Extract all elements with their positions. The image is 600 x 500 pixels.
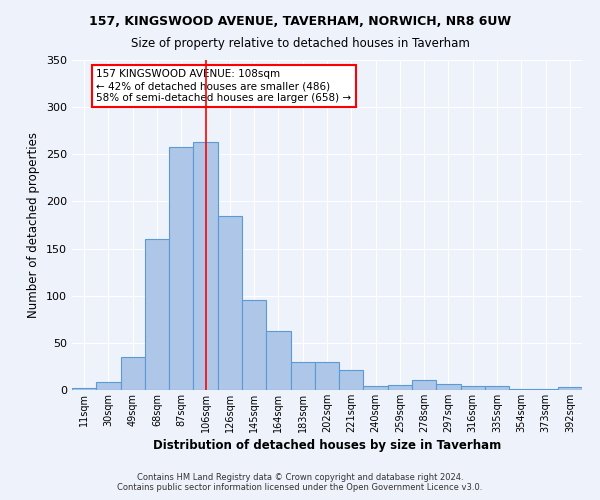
Bar <box>509 389 533 390</box>
Bar <box>533 389 558 390</box>
Bar <box>193 142 218 390</box>
Bar <box>169 146 193 390</box>
Bar <box>145 239 169 390</box>
Bar <box>96 382 121 390</box>
Text: 157 KINGSWOOD AVENUE: 108sqm
← 42% of detached houses are smaller (486)
58% of s: 157 KINGSWOOD AVENUE: 108sqm ← 42% of de… <box>96 70 352 102</box>
Bar <box>364 386 388 390</box>
Text: Size of property relative to detached houses in Taverham: Size of property relative to detached ho… <box>131 38 469 51</box>
Bar <box>266 330 290 390</box>
Text: 157, KINGSWOOD AVENUE, TAVERHAM, NORWICH, NR8 6UW: 157, KINGSWOOD AVENUE, TAVERHAM, NORWICH… <box>89 15 511 28</box>
X-axis label: Distribution of detached houses by size in Taverham: Distribution of detached houses by size … <box>153 439 501 452</box>
Bar <box>290 362 315 390</box>
Bar <box>436 384 461 390</box>
Y-axis label: Number of detached properties: Number of detached properties <box>28 132 40 318</box>
Text: Contains HM Land Registry data © Crown copyright and database right 2024.
Contai: Contains HM Land Registry data © Crown c… <box>118 473 482 492</box>
Bar <box>558 387 582 390</box>
Bar <box>461 386 485 390</box>
Bar <box>242 300 266 390</box>
Bar <box>412 380 436 390</box>
Bar <box>315 362 339 390</box>
Bar <box>485 386 509 390</box>
Bar <box>388 386 412 390</box>
Bar <box>72 388 96 390</box>
Bar <box>218 216 242 390</box>
Bar <box>121 357 145 390</box>
Bar <box>339 370 364 390</box>
